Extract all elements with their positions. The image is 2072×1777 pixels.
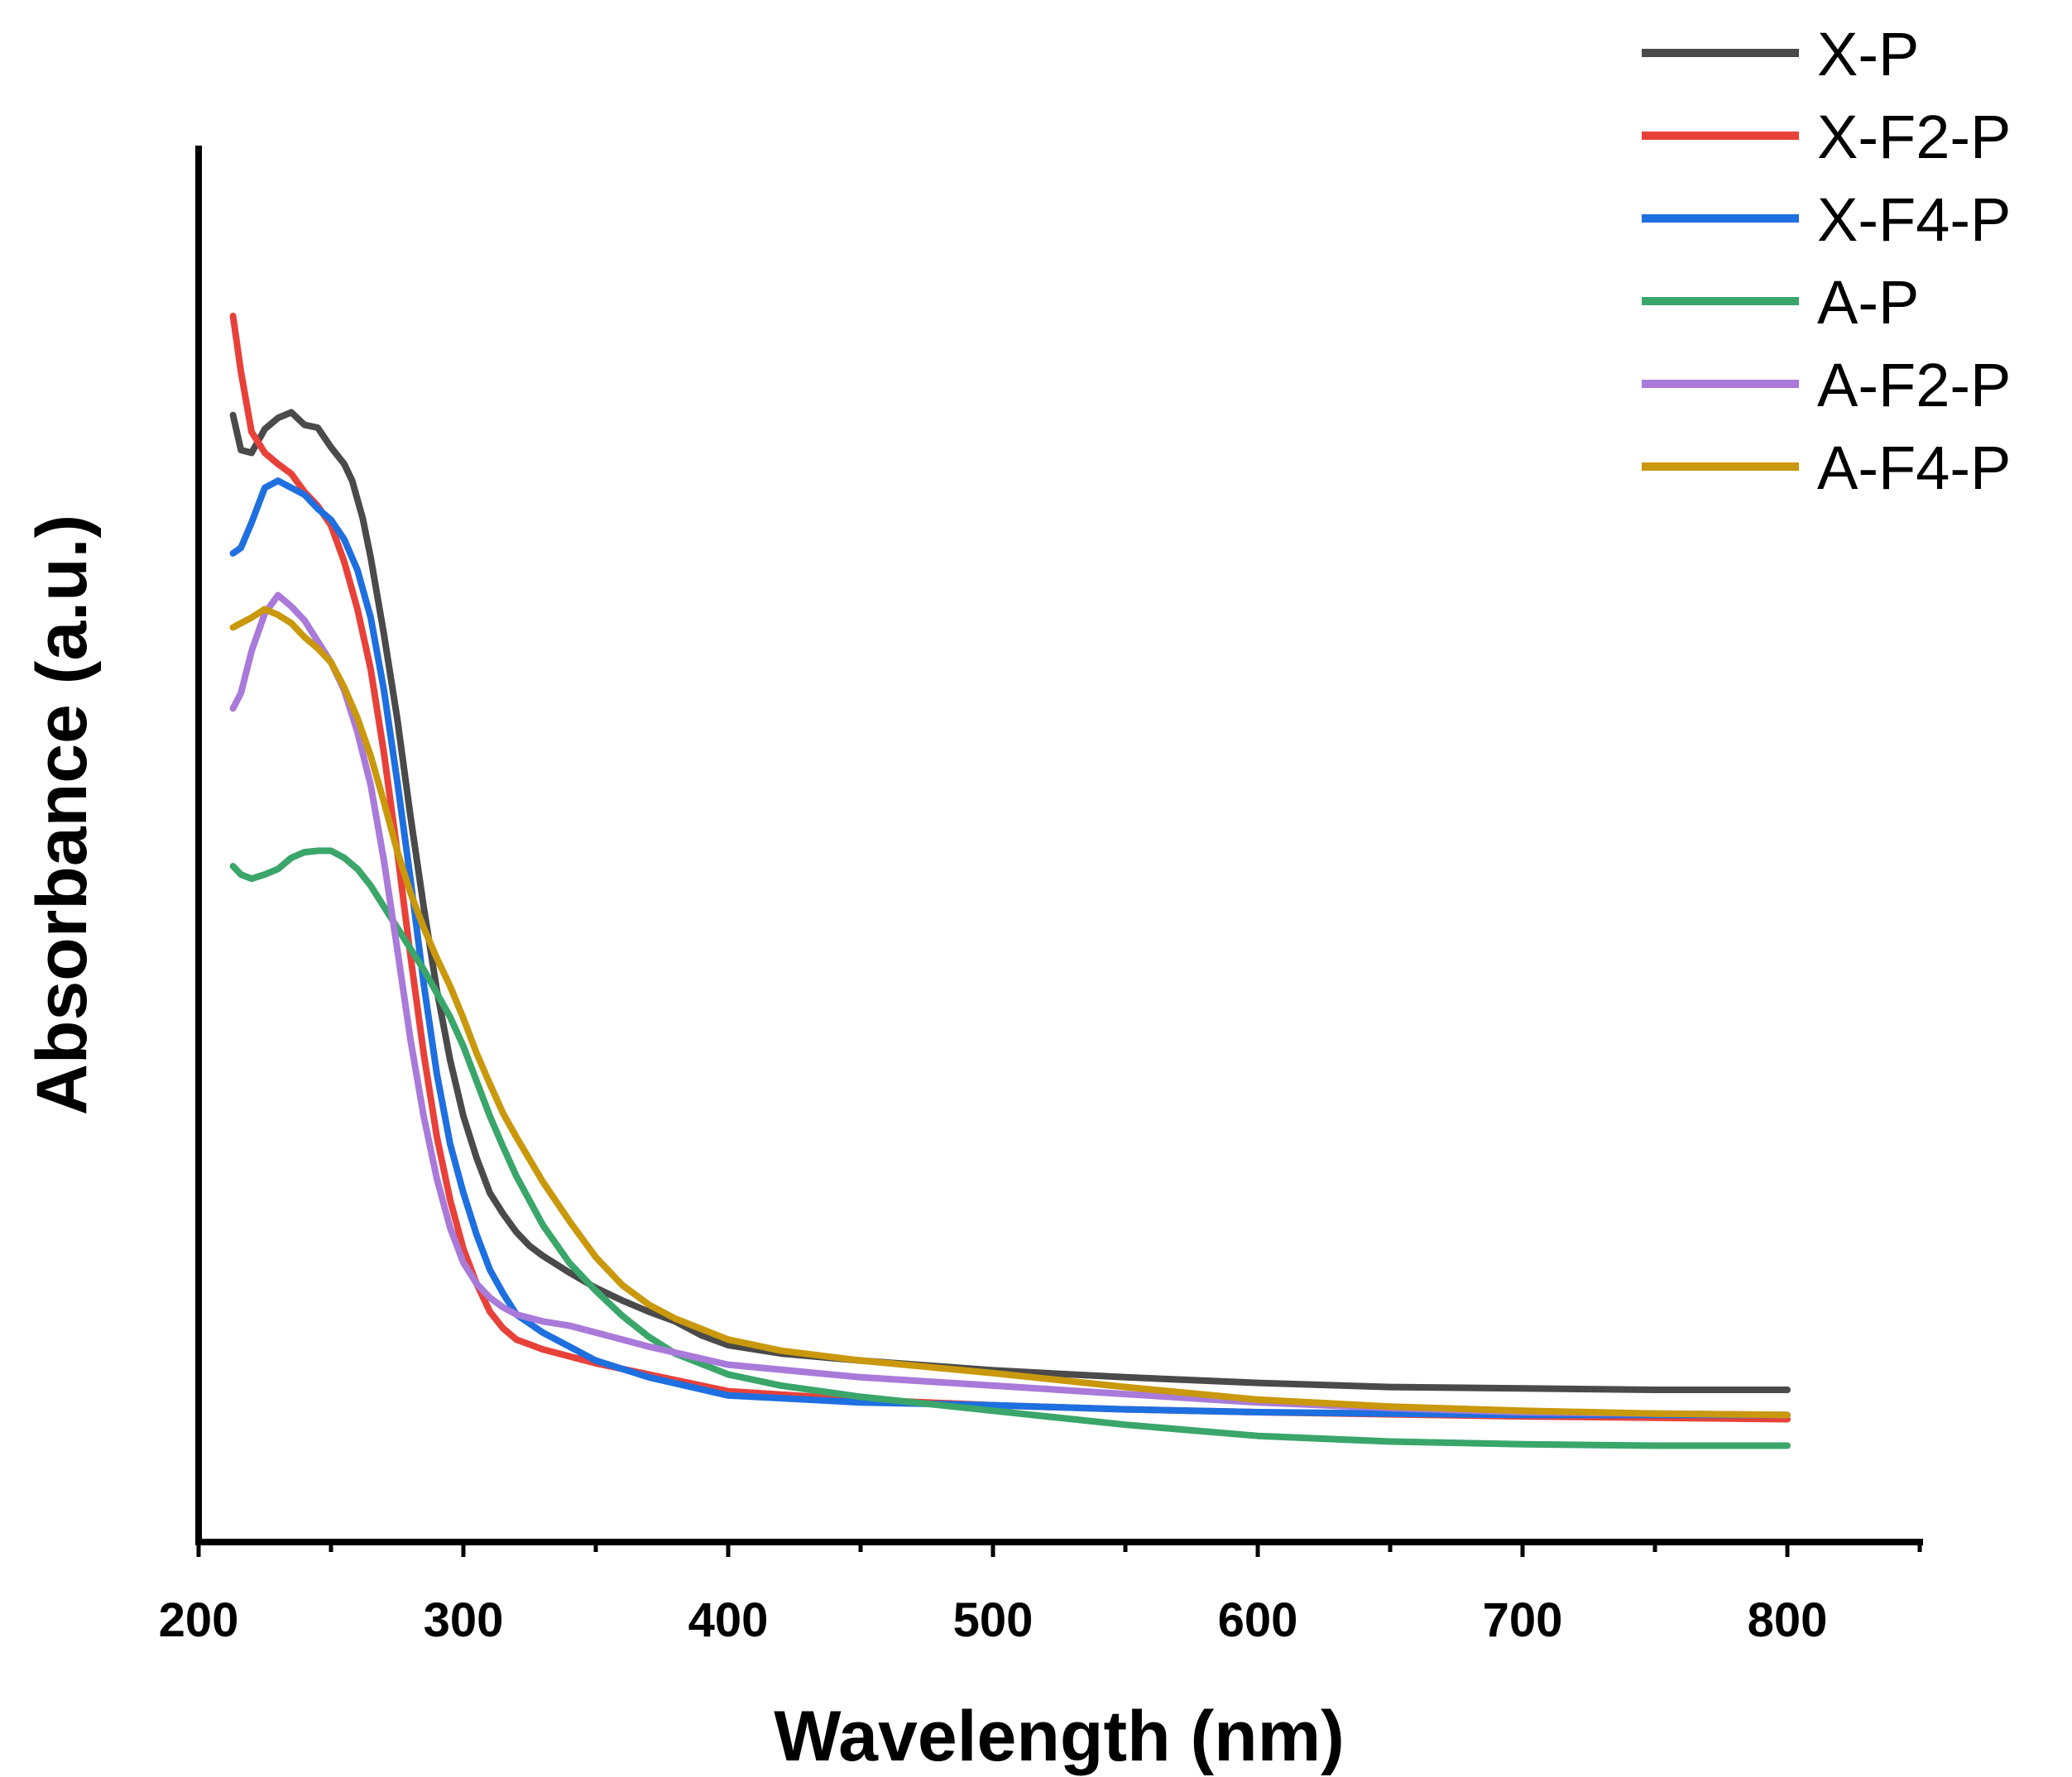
series-line-x-p bbox=[229, 409, 1791, 1393]
data-series bbox=[229, 312, 1791, 1449]
x-tick-label: 200 bbox=[159, 1593, 239, 1647]
series-line-x-f4-p bbox=[229, 477, 1791, 1419]
x-ticks: 200 300 400 500 600 700 800 bbox=[159, 1542, 1922, 1647]
legend: X-P X-F2-P X-F4-P A-P A-F2-P A-F4-P bbox=[1642, 20, 2011, 502]
x-tick-label: 600 bbox=[1218, 1593, 1298, 1647]
series-line-a-p bbox=[229, 847, 1791, 1449]
series-line-x-f2-p bbox=[229, 312, 1791, 1423]
legend-label-x-p: X-P bbox=[1817, 20, 1919, 89]
x-axis-title: Wavelength (nm) bbox=[774, 1697, 1345, 1776]
x-tick-label: 400 bbox=[688, 1593, 769, 1647]
x-tick-label: 300 bbox=[424, 1593, 504, 1647]
legend-label-a-f2-p: A-F2-P bbox=[1817, 351, 2011, 419]
y-axis-title: Absorbance (a.u.) bbox=[22, 515, 102, 1115]
legend-label-x-f2-p: X-F2-P bbox=[1817, 103, 2011, 171]
x-tick-label: 500 bbox=[953, 1593, 1034, 1647]
legend-label-a-p: A-P bbox=[1817, 268, 1919, 337]
legend-label-x-f4-p: X-F4-P bbox=[1817, 185, 2011, 254]
series-line-a-f2-p bbox=[229, 592, 1791, 1419]
legend-label-a-f4-p: A-F4-P bbox=[1817, 433, 2011, 502]
x-tick-label: 700 bbox=[1483, 1593, 1563, 1647]
x-tick-label: 800 bbox=[1748, 1593, 1828, 1647]
series-line-a-f4-p bbox=[229, 606, 1791, 1419]
